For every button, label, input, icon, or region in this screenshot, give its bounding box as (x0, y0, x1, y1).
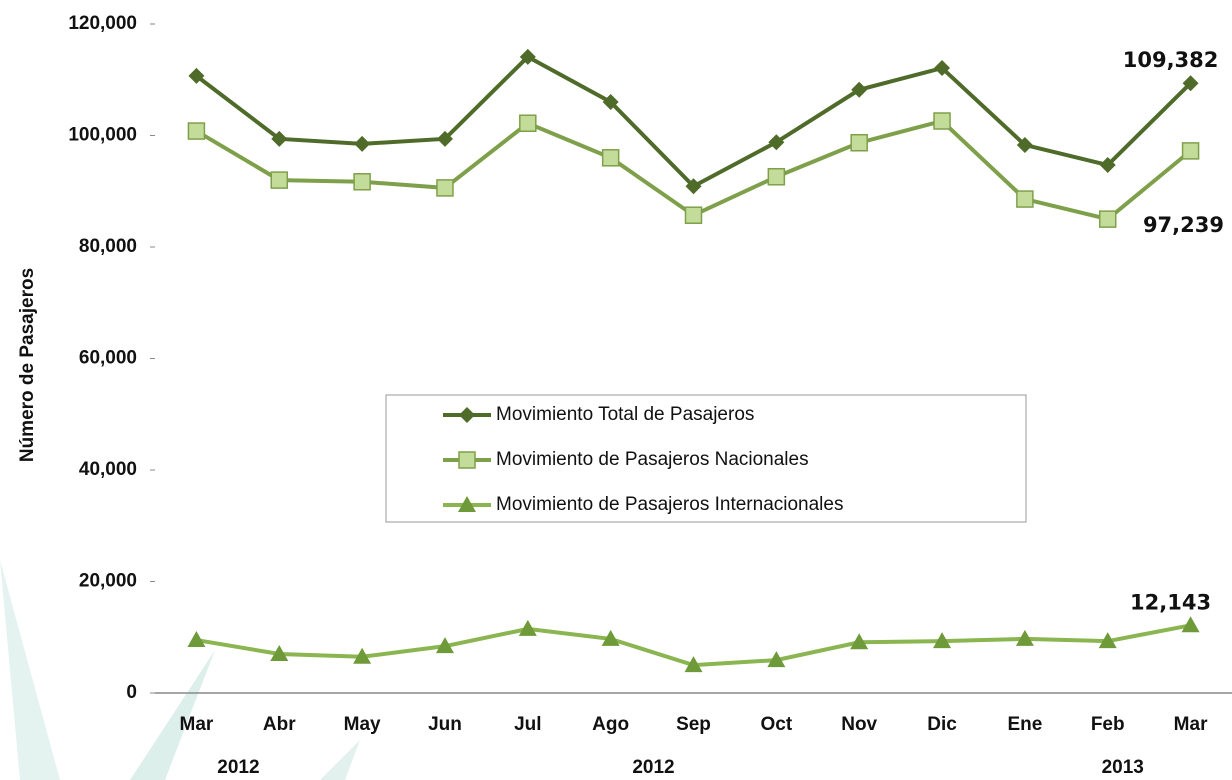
x-tick-label: Jul (514, 714, 541, 735)
y-tick-label: 80,000 (79, 236, 137, 257)
x-tick-label: May (344, 714, 381, 735)
y-tick-label: 40,000 (79, 459, 137, 480)
legend-label: Movimiento de Pasajeros Nacionales (496, 449, 809, 470)
marker (436, 130, 453, 147)
marker (188, 67, 205, 84)
series-line (195, 118, 1192, 222)
marker (519, 114, 537, 132)
x-tick-label: Sep (676, 714, 711, 735)
x-group-label: 2012 (632, 757, 674, 778)
marker (602, 94, 619, 111)
series-line (195, 54, 1192, 189)
legend-label: Movimiento Total de Pasajeros (496, 404, 754, 425)
y-tick-label: 20,000 (79, 571, 137, 592)
marker (353, 173, 371, 191)
y-tick-label: 0 (126, 682, 137, 703)
marker (518, 619, 537, 636)
marker (933, 112, 951, 130)
marker (851, 81, 868, 98)
marker (1182, 75, 1199, 92)
legend (385, 394, 1027, 523)
x-tick-label: Oct (761, 714, 793, 735)
x-tick-label: Ago (592, 714, 629, 735)
marker (767, 168, 786, 186)
marker (767, 651, 786, 668)
x-tick-label: Nov (841, 714, 877, 735)
marker (187, 122, 206, 140)
marker (1099, 157, 1116, 174)
marker (270, 171, 289, 189)
marker (933, 632, 952, 649)
data-label: 12,143 (1130, 590, 1211, 614)
marker (1016, 136, 1033, 153)
marker (354, 135, 371, 152)
marker (601, 149, 620, 167)
marker (353, 647, 372, 664)
marker (1015, 629, 1034, 646)
marker (768, 134, 785, 151)
marker (436, 179, 454, 197)
decor (0, 560, 60, 780)
data-label: 109,382 (1123, 48, 1219, 72)
x-tick-label: Mar (180, 714, 214, 735)
marker (1098, 632, 1117, 649)
marker (519, 48, 536, 65)
legend-label: Movimiento de Pasajeros Internacionales (496, 494, 843, 515)
marker (685, 178, 702, 195)
marker (1181, 142, 1200, 160)
marker (850, 633, 869, 650)
marker (934, 60, 951, 77)
marker (850, 133, 868, 152)
x-group-label: 2013 (1102, 757, 1144, 778)
y-tick-label: 60,000 (79, 348, 137, 369)
decor (130, 650, 215, 780)
marker (458, 496, 476, 512)
decor (320, 740, 360, 780)
marker (459, 407, 475, 423)
marker (1016, 190, 1034, 208)
marker (187, 631, 206, 648)
x-tick-label: Abr (263, 714, 296, 735)
marker (684, 656, 703, 673)
x-tick-label: Mar (1174, 714, 1208, 735)
y-axis-title: Número de Pasajeros (17, 268, 38, 462)
marker (1181, 616, 1200, 633)
data-label: 97,239 (1143, 213, 1224, 237)
x-tick-label: Feb (1091, 714, 1125, 735)
marker (1098, 210, 1117, 228)
marker (270, 644, 289, 661)
x-tick-label: Dic (927, 714, 957, 735)
x-tick-label: Jun (428, 714, 462, 735)
marker (271, 130, 288, 147)
y-tick-label: 100,000 (68, 125, 137, 146)
x-group-label: 2012 (217, 757, 259, 778)
y-tick-label: 120,000 (68, 13, 137, 34)
x-tick-label: Ene (1007, 714, 1042, 735)
marker (458, 451, 476, 469)
marker (435, 637, 454, 654)
marker (601, 629, 620, 646)
marker (684, 206, 703, 224)
